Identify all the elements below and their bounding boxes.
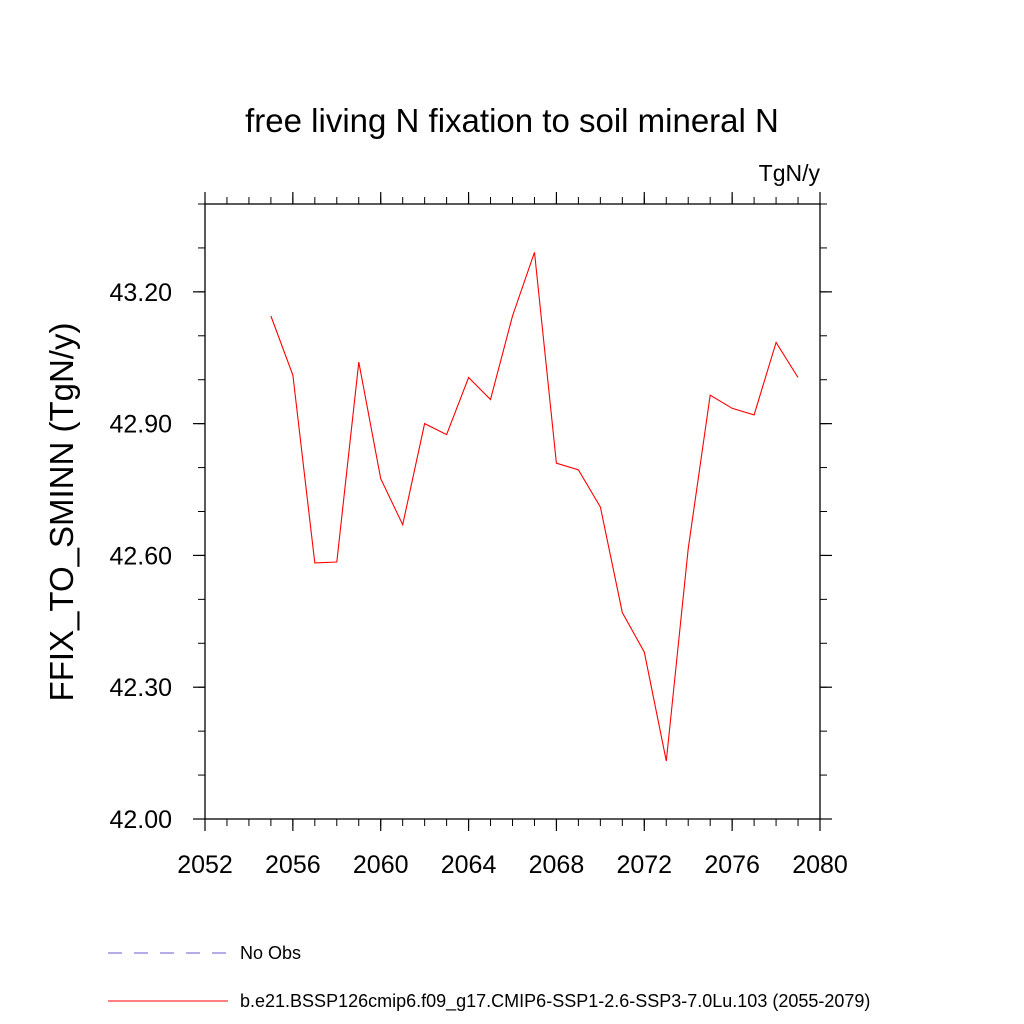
y-axis-label: FFIX_TO_SMINN (TgN/y): [43, 323, 80, 702]
legend: No Obs b.e21.BSSP126cmip6.f09_g17.CMIP6-…: [108, 943, 870, 1012]
x-tick-label: 2060: [353, 851, 409, 879]
x-tick-label: 2076: [704, 851, 760, 879]
y-tick-label: 43.20: [109, 279, 172, 307]
plot-frame: [204, 203, 821, 820]
x-tick-label: 2052: [177, 851, 233, 879]
y-tick-label: 42.30: [109, 674, 172, 702]
y-tick-label: 42.00: [109, 806, 172, 834]
x-tick-label: 2080: [792, 851, 848, 879]
y-tick-label: 42.90: [109, 411, 172, 439]
x-tick-label: 2072: [616, 851, 672, 879]
x-tick-label: 2068: [529, 851, 585, 879]
y-tick-labels: 42.00 42.30 42.60 42.90 43.20: [109, 279, 172, 834]
chart-title: free living N fixation to soil mineral N: [245, 102, 779, 139]
units-label: TgN/y: [759, 160, 821, 186]
series-line-0: [270, 252, 799, 762]
axis-ticks: [193, 192, 832, 831]
x-tick-label: 2064: [441, 851, 497, 879]
legend-label-model-run: b.e21.BSSP126cmip6.f09_g17.CMIP6-SSP1-2.…: [240, 991, 870, 1012]
x-tick-label: 2056: [265, 851, 321, 879]
legend-label-no-obs: No Obs: [240, 943, 301, 963]
x-tick-labels: 2052 2056 2060 2064 2068 2072 2076 2080: [177, 851, 848, 879]
series: [270, 252, 799, 762]
y-tick-label: 42.60: [109, 542, 172, 570]
